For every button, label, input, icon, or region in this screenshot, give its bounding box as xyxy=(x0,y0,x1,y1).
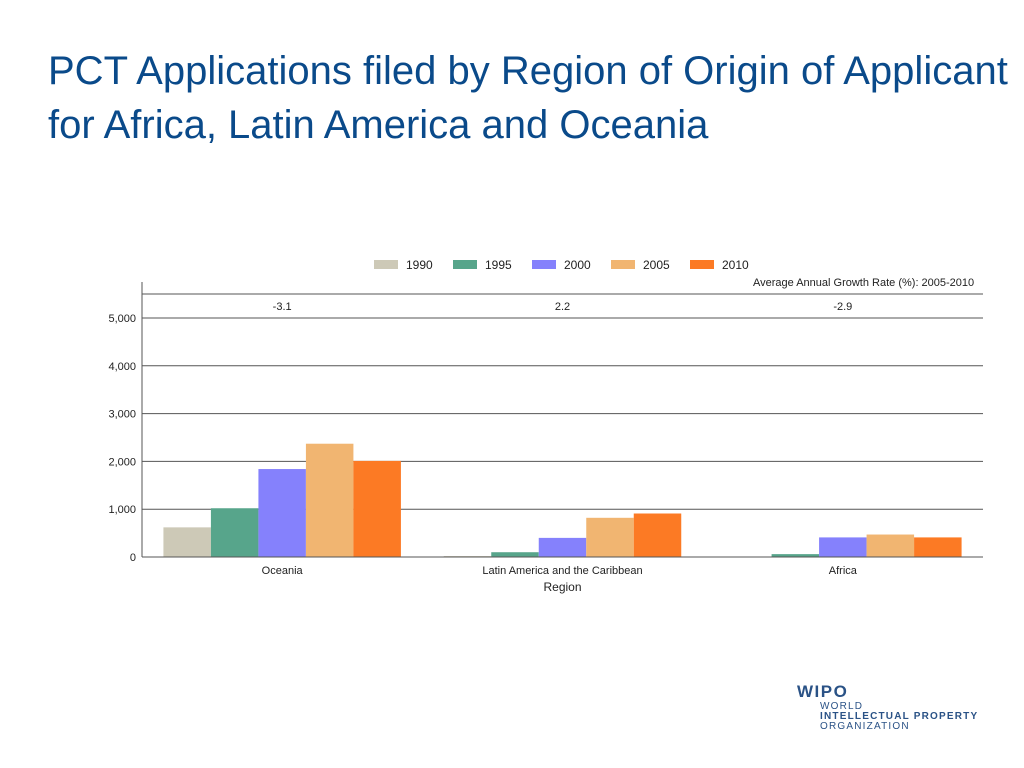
legend-label-2005: 2005 xyxy=(643,258,670,272)
bar-oceania-2005 xyxy=(305,443,354,557)
growth-rate-band: Average Annual Growth Rate (%): 2005-201… xyxy=(142,277,983,313)
bar-oceania-2000 xyxy=(258,469,306,557)
bar-latin-america-and-the-caribbean-2010 xyxy=(633,513,682,557)
legend-swatch-1990 xyxy=(374,260,398,269)
bar-africa-2005 xyxy=(866,534,915,557)
bar-africa-1995 xyxy=(771,554,820,557)
chart-axes: 0 1,000 2,000 3,000 4,000 5,000 Oceania Latin A… xyxy=(108,282,983,594)
legend-swatch-2010 xyxy=(690,260,714,269)
wipo-logo-line-3: ORGANIZATION xyxy=(820,721,910,732)
bar-latin-america-and-the-caribbean-1995 xyxy=(491,552,539,557)
wipo-logo: WIPO WORLD INTELLECTUAL PROPERTY ORGANIZ… xyxy=(797,682,997,742)
legend-swatch-1995 xyxy=(453,260,477,269)
slide-title: PCT Applications filed by Region of Orig… xyxy=(48,49,1008,147)
bar-latin-america-and-the-caribbean-2000 xyxy=(538,537,587,557)
y-tick-label-3-000: 3,000 xyxy=(108,409,136,421)
wipo-logo-line-2: INTELLECTUAL PROPERTY xyxy=(820,711,979,722)
x-tick-label-africa: Africa xyxy=(829,565,858,577)
y-tick-label-0: 0 xyxy=(130,552,136,564)
legend-label-2000: 2000 xyxy=(564,258,591,272)
legend-label-1995: 1995 xyxy=(485,258,512,272)
growth-rate-latin-america-and-the-caribbean: 2.2 xyxy=(555,301,570,313)
legend-swatch-2000 xyxy=(532,260,556,269)
y-tick-label-5-000: 5,000 xyxy=(108,313,136,325)
bar-latin-america-and-the-caribbean-2005 xyxy=(586,517,634,557)
bar-africa-2010 xyxy=(914,537,962,557)
bar-africa-2000 xyxy=(819,537,867,557)
wipo-logo-mark: WIPO xyxy=(797,682,849,701)
x-tick-label-latin-america-and-the-caribbean: Latin America and the Caribbean xyxy=(482,565,642,577)
x-axis-title: Region xyxy=(543,580,581,594)
legend-label-1990: 1990 xyxy=(406,258,433,272)
bar-oceania-2010 xyxy=(353,460,401,557)
y-tick-label-4-000: 4,000 xyxy=(108,361,136,373)
chart-bars xyxy=(163,443,962,557)
growth-rate-oceania: -3.1 xyxy=(273,301,292,313)
y-tick-label-1-000: 1,000 xyxy=(108,504,136,516)
bar-oceania-1995 xyxy=(210,508,259,557)
legend-label-2010: 2010 xyxy=(722,258,749,272)
x-tick-label-oceania: Oceania xyxy=(262,565,304,577)
wipo-logo-line-1: WORLD xyxy=(820,701,864,712)
y-tick-label-2-000: 2,000 xyxy=(108,456,136,468)
chart-legend: 1990 1995 2000 2005 2010 xyxy=(374,258,749,272)
bar-oceania-1990 xyxy=(163,527,211,557)
growth-rate-header: Average Annual Growth Rate (%): 2005-201… xyxy=(753,277,974,289)
legend-swatch-2005 xyxy=(611,260,635,269)
growth-rate-africa: -2.9 xyxy=(833,301,852,313)
